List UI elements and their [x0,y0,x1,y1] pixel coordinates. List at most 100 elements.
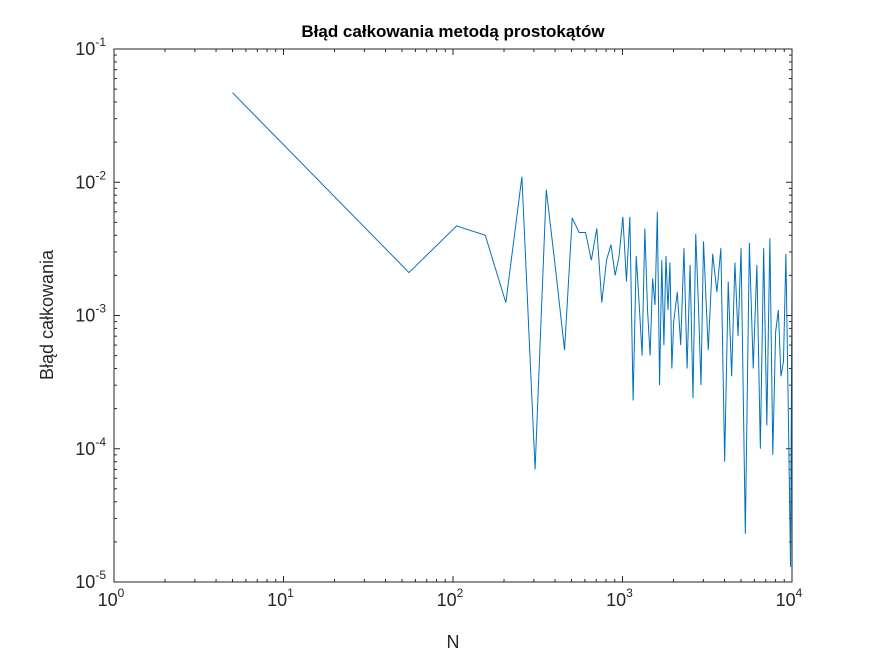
plot-area-background [114,49,792,582]
x-tick-label-exponent: 4 [796,586,803,600]
data-point [701,385,702,386]
y-tick-label-exponent: -2 [95,168,106,182]
x-tick-label-exponent: 3 [626,586,633,600]
chart-title: Błąd całkowania metodą prostokątów [301,22,605,41]
data-point [698,304,699,305]
data-point [720,248,721,249]
y-tick-label: 10-4 [75,435,106,459]
data-point [521,176,522,177]
data-point [695,233,696,234]
data-point [692,398,693,399]
data-point [790,566,791,567]
x-tick-label-exponent: 0 [118,586,125,600]
x-tick-label: 101 [267,586,294,610]
axes-box [113,48,793,583]
data-point [636,255,637,256]
data-point [667,309,668,310]
data-point [591,260,592,261]
data-point [232,92,233,93]
data-point [741,248,742,249]
data-point [677,292,678,293]
data-point [661,260,662,261]
data-point [650,355,651,356]
data-point [555,272,556,273]
y-tick-labels: 10-510-410-310-210-1 [75,35,106,592]
y-axis-label: Błąd całkowania [37,249,57,380]
data-point [763,248,764,249]
data-point [615,275,616,276]
data-point [546,189,547,190]
y-tick-label: 10-2 [75,168,106,192]
x-tick-label-base: 10 [776,590,796,610]
data-point [572,217,573,218]
data-point [579,232,580,233]
x-tick-label-base: 10 [98,590,118,610]
y-tick-label-exponent: -3 [95,302,106,316]
data-point [738,336,739,337]
data-point [778,309,779,310]
data-point [647,309,648,310]
data-point [665,255,666,256]
data-point [657,211,658,212]
x-axis-label: N [447,632,460,652]
series-line [232,92,793,567]
data-point [626,281,627,282]
y-tick-label-exponent: -1 [95,35,106,49]
x-tick-labels: 100 101 102 103 104 [98,586,803,610]
data-point [766,425,767,426]
data-point [712,253,713,254]
data-point [703,241,704,242]
data-point [775,332,776,333]
data-point [671,368,672,369]
data-point [585,232,586,233]
y-tick-label: 10-3 [75,302,106,326]
data-point [642,355,643,356]
data-point [622,216,623,217]
y-tick-label-base: 10 [75,39,95,59]
x-tick-label: 100 [98,586,125,610]
data-point [644,228,645,229]
data-point [673,321,674,322]
data-point [683,248,684,249]
data-point [772,454,773,455]
data-point [728,281,729,282]
data-point [639,304,640,305]
x-tick-label: 102 [437,586,464,610]
x-tick-label: 103 [606,586,633,610]
data-point [785,253,786,254]
data-point [724,461,725,462]
data-point [731,376,732,377]
y-tick-label-base: 10 [75,306,95,326]
y-tick-label-base: 10 [75,572,95,592]
data-point [606,260,607,261]
data-point [756,264,757,265]
data-point [788,408,789,409]
data-point [780,376,781,377]
data-point [690,264,691,265]
data-point [505,302,506,303]
data-point [663,345,664,346]
x-tick-label-exponent: 2 [457,586,464,600]
data-point [769,238,770,239]
data-point [669,262,670,263]
data-point [629,216,630,217]
data-point [783,361,784,362]
data-point [456,225,457,226]
y-tick-label-exponent: -5 [95,568,106,582]
data-point [633,400,634,401]
y-tick-label-base: 10 [75,172,95,192]
data-point [485,235,486,236]
data-point [687,368,688,369]
data-point [652,278,653,279]
y-tick-label-base: 10 [75,439,95,459]
y-tick-label: 10-5 [75,568,106,592]
x-tick-label-base: 10 [437,590,457,610]
x-tick-label-base: 10 [267,590,287,610]
y-tick-label: 10-1 [75,35,106,59]
data-point [564,350,565,351]
x-tick-label: 104 [776,586,803,610]
data-point [708,350,709,351]
data-point [596,228,597,229]
